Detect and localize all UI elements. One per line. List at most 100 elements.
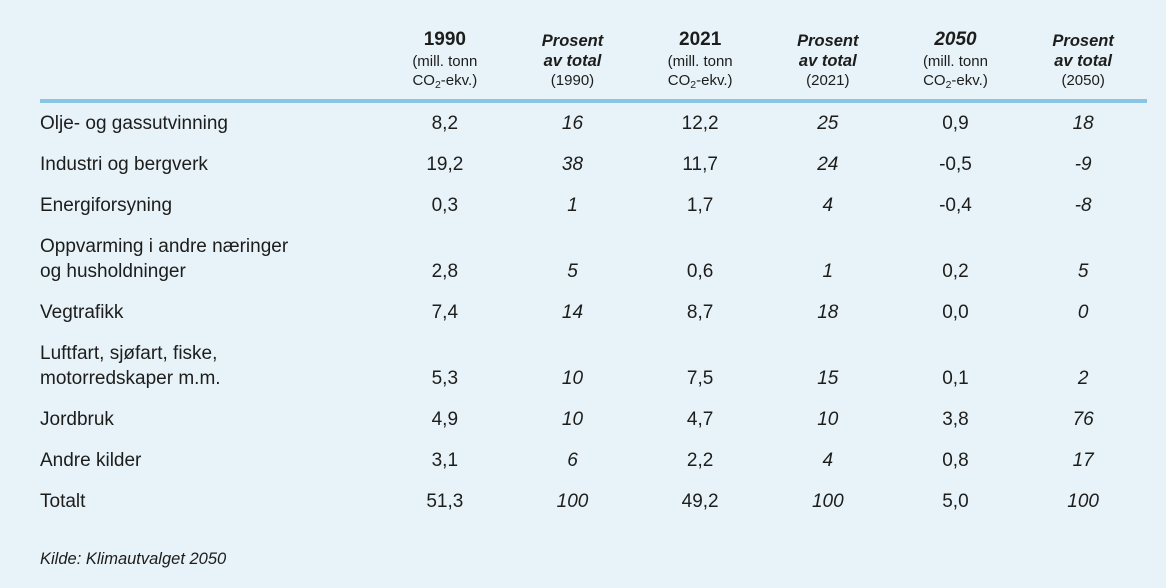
header-row: 1990 (mill. tonn CO2-ekv.) Prosent av to… bbox=[40, 28, 1147, 103]
row-label-line: Olje- og gassutvinning bbox=[40, 113, 228, 134]
cell-pct-1990: 6 bbox=[567, 450, 578, 471]
cell-pct-2050: 17 bbox=[1072, 450, 1094, 471]
table-header: 1990 (mill. tonn CO2-ekv.) Prosent av to… bbox=[40, 28, 1147, 103]
co2-subscript: 2 bbox=[945, 79, 952, 91]
cell-pct-2050: 18 bbox=[1072, 113, 1094, 134]
cell-2021: 49,2 bbox=[681, 491, 719, 512]
pct-year-label: (2021) bbox=[806, 72, 850, 89]
row-label: Olje- og gassutvinning bbox=[40, 101, 381, 144]
cell-pct-2021: 10 bbox=[817, 409, 839, 430]
co2-text: CO bbox=[923, 72, 946, 89]
cell-pct-2050: 5 bbox=[1077, 261, 1089, 282]
unit-line-1: (mill. tonn bbox=[667, 53, 733, 70]
av-total-label: av total bbox=[1054, 52, 1113, 70]
cell-pct-1990: 1 bbox=[567, 195, 578, 216]
cell-pct-2021: 4 bbox=[822, 450, 834, 471]
cell-pct-2050: 76 bbox=[1072, 409, 1094, 430]
av-total-label: av total bbox=[543, 52, 602, 70]
table-row-industri-og-bergverk: Industri og bergverk 19,2 38 11,7 24 -0,… bbox=[40, 144, 1147, 185]
row-label: Totalt bbox=[40, 481, 381, 522]
cell-2021: 11,7 bbox=[682, 154, 718, 175]
cell-2050: -0,4 bbox=[939, 195, 972, 216]
cell-pct-1990: 10 bbox=[561, 368, 584, 389]
prosent-label: Prosent bbox=[1052, 32, 1114, 50]
cell-pct-2021: 100 bbox=[811, 491, 844, 512]
cell-2050: 5,0 bbox=[942, 491, 969, 512]
cell-2021: 7,5 bbox=[686, 368, 714, 389]
cell-pct-1990: 38 bbox=[561, 154, 584, 175]
unit-line-2: CO2-ekv.) bbox=[636, 71, 764, 90]
cell-2021: 1,7 bbox=[686, 195, 714, 216]
cell-2050: 0,1 bbox=[942, 368, 969, 389]
cell-2021: 2,2 bbox=[686, 450, 714, 471]
page-background: 1990 (mill. tonn CO2-ekv.) Prosent av to… bbox=[40, 28, 1147, 568]
cell-1990: 19,2 bbox=[426, 154, 464, 175]
cell-1990: 7,4 bbox=[431, 302, 459, 323]
col-header-1990: 1990 (mill. tonn CO2-ekv.) bbox=[381, 28, 509, 103]
cell-1990: 4,9 bbox=[431, 409, 459, 430]
cell-pct-1990: 100 bbox=[556, 491, 589, 512]
av-total-label: av total bbox=[798, 52, 857, 70]
prosent-label: Prosent bbox=[797, 32, 859, 50]
table-row-olje-og-gassutvinning: Olje- og gassutvinning 8,2 16 12,2 25 0,… bbox=[40, 101, 1147, 144]
unit-line-1: (mill. tonn bbox=[922, 53, 988, 70]
row-label: Vegtrafikk bbox=[40, 292, 381, 333]
emissions-table: 1990 (mill. tonn CO2-ekv.) Prosent av to… bbox=[40, 28, 1147, 522]
cell-pct-2021: 25 bbox=[817, 113, 839, 134]
row-label: Oppvarming i andre næringer og husholdnin… bbox=[40, 226, 381, 292]
table-body: Olje- og gassutvinning 8,2 16 12,2 25 0,… bbox=[40, 101, 1147, 522]
row-label-line: Oppvarming i andre næringer bbox=[40, 236, 289, 257]
row-label-line: Totalt bbox=[40, 491, 86, 512]
table-row-totalt: Totalt 51,3 100 49,2 100 5,0 100 bbox=[40, 481, 1147, 522]
cell-pct-2021: 18 bbox=[817, 302, 839, 323]
cell-pct-2021: 15 bbox=[817, 368, 839, 389]
row-label: Luftfart, sjøfart, fiske, motorredskaper … bbox=[40, 333, 381, 399]
cell-pct-2050: 0 bbox=[1077, 302, 1089, 323]
col-header-blank bbox=[40, 28, 381, 103]
co2-text: CO bbox=[667, 72, 691, 89]
cell-2050: -0,5 bbox=[939, 154, 972, 175]
cell-1990: 5,3 bbox=[431, 368, 459, 389]
cell-pct-1990: 5 bbox=[567, 261, 578, 282]
year-2021-label: 2021 bbox=[679, 29, 722, 50]
co2-subscript: 2 bbox=[434, 79, 441, 91]
co2-subscript: 2 bbox=[690, 79, 697, 91]
year-2050-label: 2050 bbox=[934, 29, 977, 50]
cell-2050: 0,8 bbox=[942, 450, 969, 471]
col-header-2021: 2021 (mill. tonn CO2-ekv.) bbox=[636, 28, 764, 103]
cell-pct-2021: 1 bbox=[822, 261, 834, 282]
cell-2021: 0,6 bbox=[686, 261, 714, 282]
cell-2050: 0,9 bbox=[942, 113, 969, 134]
table-row-energiforsyning: Energiforsyning 0,3 1 1,7 4 -0,4 -8 bbox=[40, 185, 1147, 226]
row-label-line: motorredskaper m.m. bbox=[40, 368, 221, 389]
cell-1990: 2,8 bbox=[431, 261, 459, 282]
table-row-luftfart: Luftfart, sjøfart, fiske, motorredskaper … bbox=[40, 333, 1147, 399]
cell-pct-1990: 16 bbox=[561, 113, 584, 134]
cell-1990: 0,3 bbox=[431, 195, 459, 216]
ekv-text: -ekv.) bbox=[440, 72, 478, 89]
source-note: Kilde: Klimautvalget 2050 bbox=[40, 550, 227, 568]
cell-pct-2050: -9 bbox=[1074, 154, 1092, 175]
pct-year-label: (1990) bbox=[550, 72, 595, 89]
prosent-label: Prosent bbox=[541, 32, 604, 50]
cell-pct-2021: 4 bbox=[822, 195, 834, 216]
unit-line-2: CO2-ekv.) bbox=[892, 71, 1020, 90]
row-label-line: Industri og bergverk bbox=[40, 154, 208, 175]
cell-pct-2021: 24 bbox=[817, 154, 839, 175]
cell-1990: 51,3 bbox=[426, 491, 464, 512]
unit-line-1: (mill. tonn bbox=[412, 53, 478, 70]
row-label-line: Jordbruk bbox=[40, 409, 114, 430]
col-header-2050: 2050 (mill. tonn CO2-ekv.) bbox=[891, 28, 1020, 103]
row-label-line: Luftfart, sjøfart, fiske, bbox=[40, 343, 218, 364]
year-1990-label: 1990 bbox=[423, 29, 466, 50]
table-row-jordbruk: Jordbruk 4,9 10 4,7 10 3,8 76 bbox=[40, 399, 1147, 440]
col-header-pct-1990: Prosent av total (1990) bbox=[508, 28, 637, 103]
cell-pct-1990: 14 bbox=[561, 302, 584, 323]
unit-line-2: CO2-ekv.) bbox=[381, 71, 509, 90]
col-header-pct-2050: Prosent av total (2050) bbox=[1019, 28, 1147, 103]
cell-2021: 8,7 bbox=[686, 302, 714, 323]
cell-pct-1990: 10 bbox=[561, 409, 584, 430]
row-label: Energiforsyning bbox=[40, 185, 381, 226]
cell-2021: 4,7 bbox=[686, 409, 714, 430]
cell-pct-2050: 100 bbox=[1067, 491, 1099, 512]
